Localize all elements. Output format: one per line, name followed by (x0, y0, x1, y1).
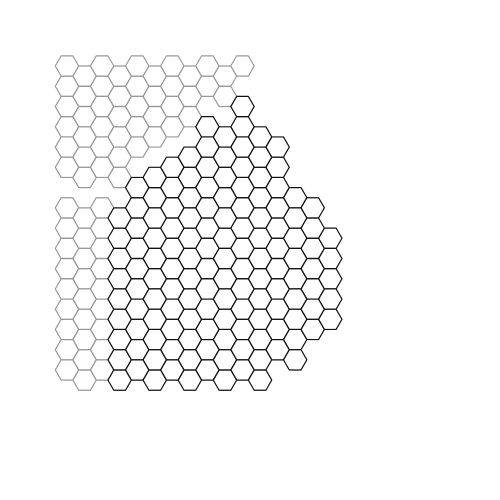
dark-hex-region (107, 95, 343, 391)
hex-cell-dark (282, 349, 308, 371)
hex-cell-faint (230, 55, 255, 77)
hex-cell-dark (317, 308, 343, 331)
hex-cell-dark (247, 369, 273, 391)
faint-hex-region (54, 55, 255, 391)
